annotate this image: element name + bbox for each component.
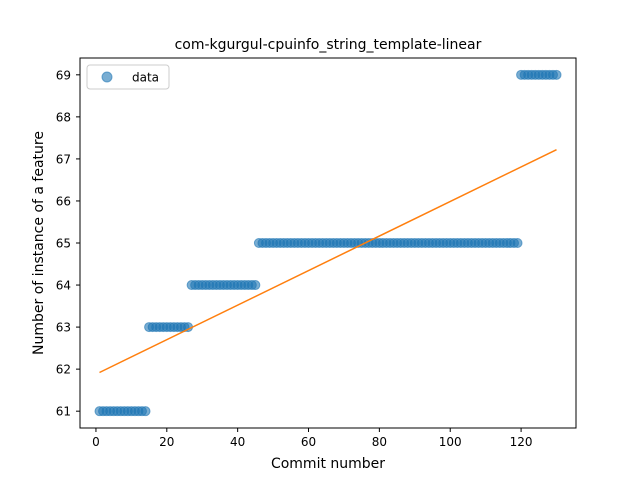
data-point xyxy=(512,238,523,248)
y-axis-label: Number of instance of a feature xyxy=(31,131,47,355)
x-tick-label: 40 xyxy=(230,435,245,449)
y-tick-label: 69 xyxy=(56,68,71,82)
chart-title: com-kgurgul-cpuinfo_string_template-line… xyxy=(175,37,482,53)
y-tick-label: 64 xyxy=(56,279,71,293)
y-tick-label: 66 xyxy=(56,194,71,208)
x-tick-label: 60 xyxy=(301,435,316,449)
data-point xyxy=(140,406,151,417)
plot-area xyxy=(94,69,562,417)
x-tick-label: 80 xyxy=(372,435,387,449)
trend-line xyxy=(99,148,557,374)
legend-box xyxy=(86,64,170,90)
legend: data xyxy=(86,64,170,90)
x-tick-label: 20 xyxy=(159,435,174,449)
y-tick-label: 63 xyxy=(56,321,71,335)
y-tick-label: 65 xyxy=(56,237,71,251)
data-point xyxy=(551,69,562,80)
x-tick-label: 0 xyxy=(92,435,100,449)
y-axis: 61 62 63 64 65 66 67 68 69 xyxy=(56,68,80,419)
data-point xyxy=(250,280,261,291)
x-axis: 0 20 40 60 80 100 120 xyxy=(92,428,533,449)
legend-label-data: data xyxy=(132,71,159,85)
x-axis-label: Commit number xyxy=(271,456,385,472)
y-tick-label: 68 xyxy=(56,110,71,124)
x-tick-label: 100 xyxy=(439,435,462,449)
legend-marker xyxy=(101,71,113,83)
y-tick-label: 62 xyxy=(56,363,71,377)
x-tick-label: 120 xyxy=(510,435,533,449)
y-tick-label: 67 xyxy=(56,152,71,166)
y-tick-label: 61 xyxy=(56,405,71,419)
